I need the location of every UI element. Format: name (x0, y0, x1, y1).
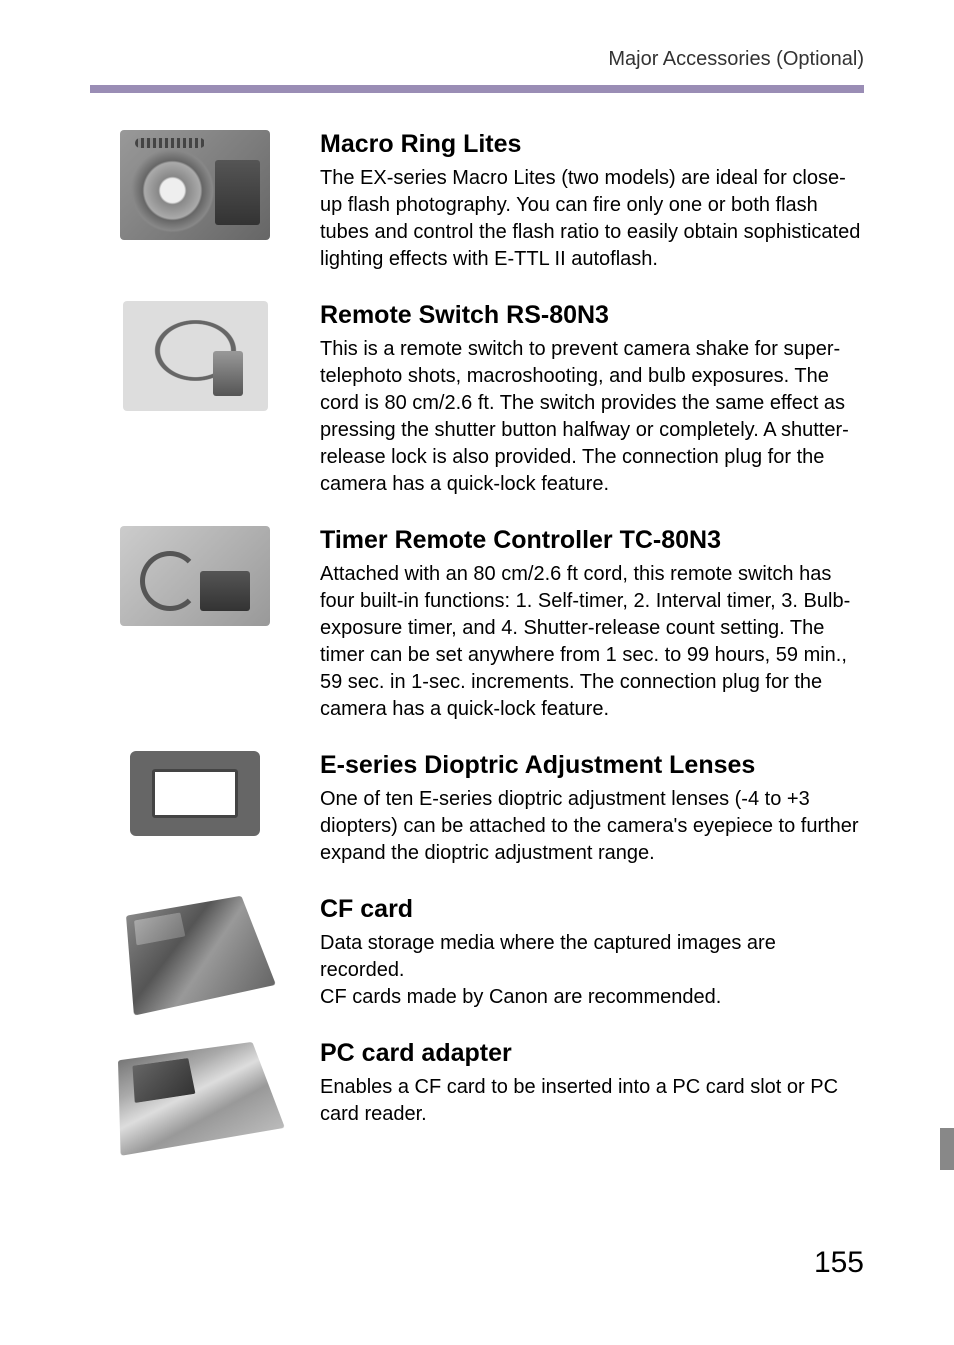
title-remote: Remote Switch RS-80N3 (320, 301, 864, 330)
text-dioptric: E-series Dioptric Adjustment Lenses One … (320, 751, 864, 867)
body-dioptric: One of ten E-series dioptric adjustment … (320, 786, 864, 867)
section-timer: Timer Remote Controller TC-80N3 Attached… (90, 526, 864, 723)
body-cf: Data storage media where the captured im… (320, 930, 864, 1011)
image-macro-ring-lite (90, 130, 300, 240)
section-remote: Remote Switch RS-80N3 This is a remote s… (90, 301, 864, 498)
image-remote-switch (90, 301, 300, 411)
title-dioptric: E-series Dioptric Adjustment Lenses (320, 751, 864, 780)
text-cf: CF card Data storage media where the cap… (320, 895, 864, 1011)
section-pc: PC card adapter Enables a CF card to be … (90, 1039, 864, 1144)
image-pc-adapter (90, 1039, 300, 1144)
header-divider (90, 85, 864, 93)
image-dioptric-lens (90, 751, 300, 836)
text-remote: Remote Switch RS-80N3 This is a remote s… (320, 301, 864, 498)
section-macro: Macro Ring Lites The EX-series Macro Lit… (90, 130, 864, 273)
text-pc: PC card adapter Enables a CF card to be … (320, 1039, 864, 1128)
body-timer: Attached with an 80 cm/2.6 ft cord, this… (320, 561, 864, 723)
dioptric-lens-icon (130, 751, 260, 836)
edge-marker (940, 1128, 954, 1170)
image-cf-card (90, 895, 300, 1000)
cf-card-icon (126, 896, 276, 1016)
title-macro: Macro Ring Lites (320, 130, 864, 159)
title-timer: Timer Remote Controller TC-80N3 (320, 526, 864, 555)
body-macro: The EX-series Macro Lites (two models) a… (320, 165, 864, 273)
section-dioptric: E-series Dioptric Adjustment Lenses One … (90, 751, 864, 867)
page-number: 155 (814, 1246, 864, 1280)
body-pc: Enables a CF card to be inserted into a … (320, 1074, 864, 1128)
title-pc: PC card adapter (320, 1039, 864, 1068)
macro-ring-lite-icon (120, 130, 270, 240)
content-area: Macro Ring Lites The EX-series Macro Lit… (90, 130, 864, 1172)
remote-switch-icon (123, 301, 268, 411)
pc-adapter-icon (118, 1042, 285, 1156)
text-macro: Macro Ring Lites The EX-series Macro Lit… (320, 130, 864, 273)
body-remote: This is a remote switch to prevent camer… (320, 336, 864, 498)
image-timer-controller (90, 526, 300, 626)
timer-controller-icon (120, 526, 270, 626)
text-timer: Timer Remote Controller TC-80N3 Attached… (320, 526, 864, 723)
title-cf: CF card (320, 895, 864, 924)
header-breadcrumb: Major Accessories (Optional) (608, 48, 864, 71)
section-cf: CF card Data storage media where the cap… (90, 895, 864, 1011)
